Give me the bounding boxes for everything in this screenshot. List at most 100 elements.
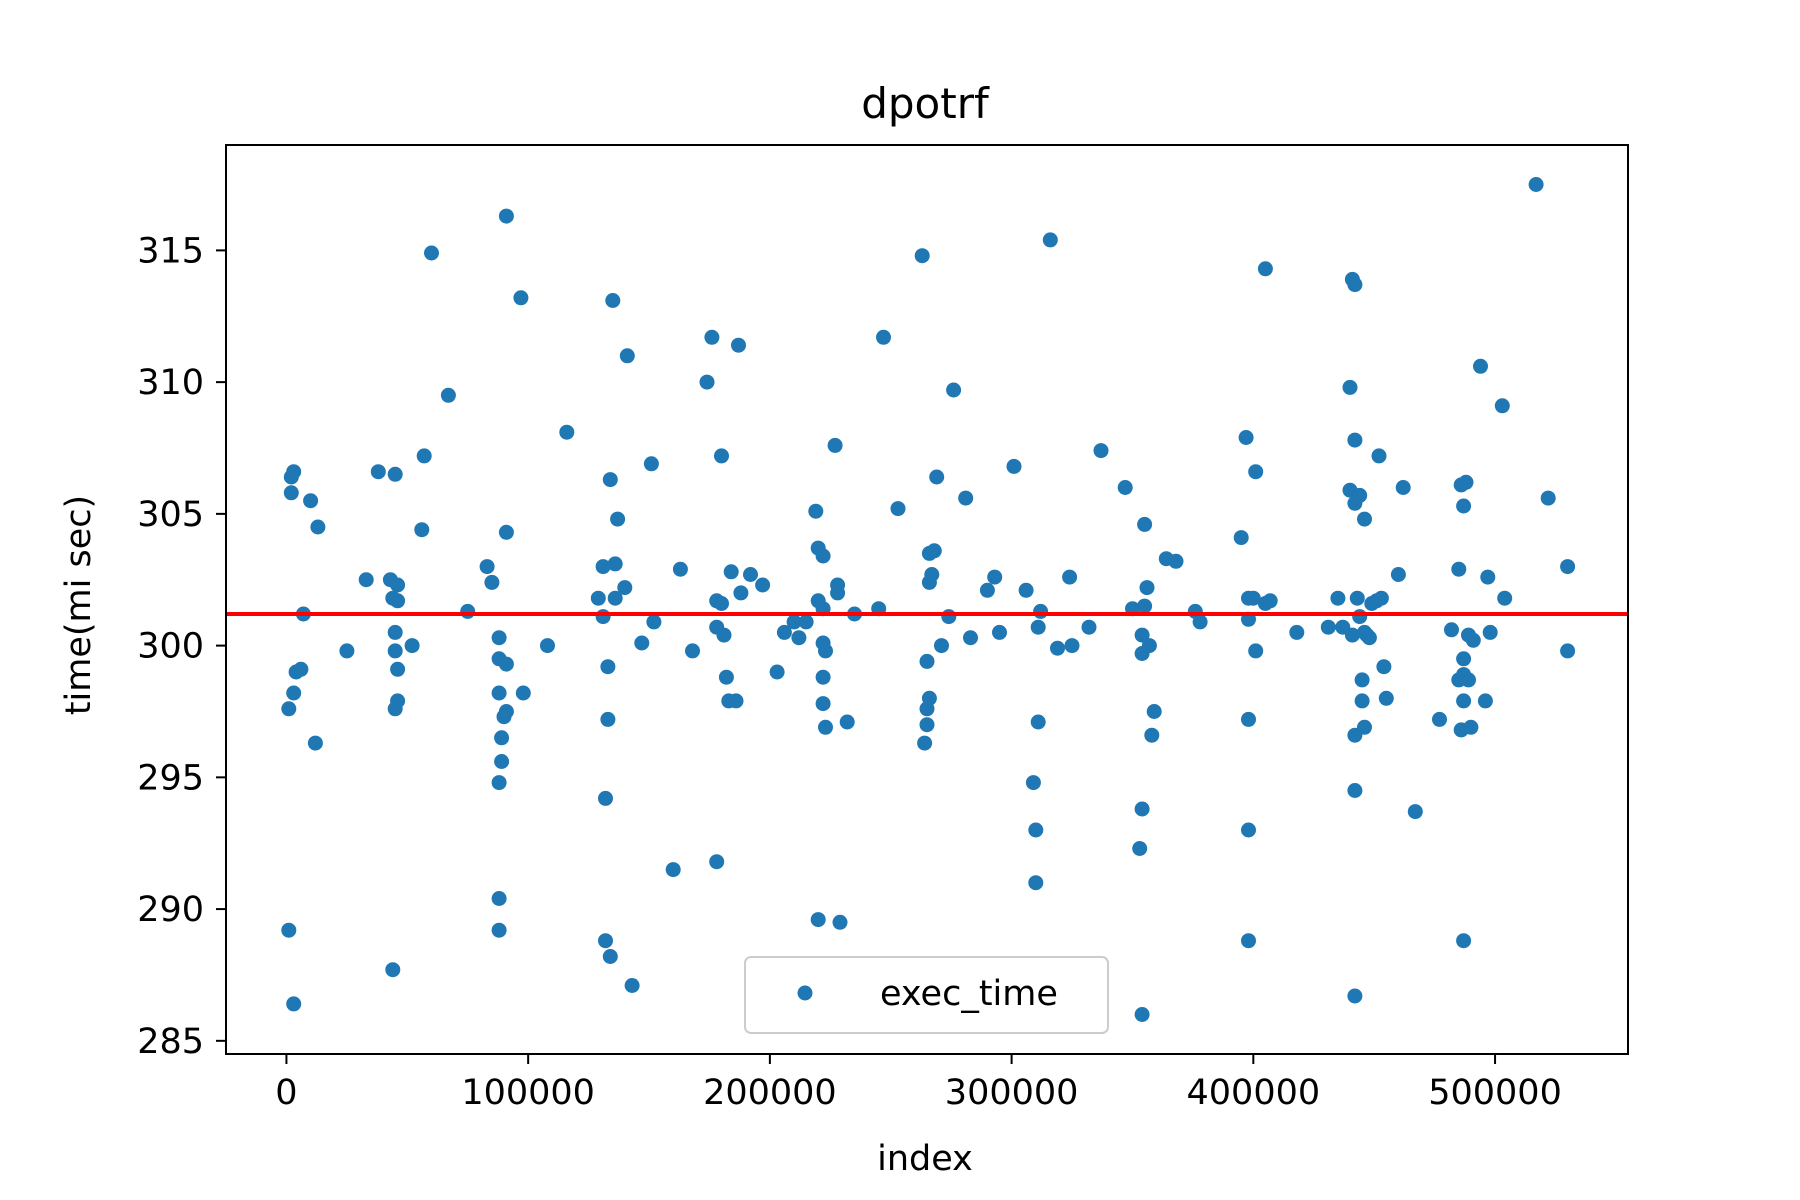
data-point: [387, 643, 403, 659]
data-point: [491, 922, 507, 938]
data-point: [1241, 822, 1256, 838]
data-point: [1141, 638, 1157, 654]
data-point: [390, 661, 406, 677]
data-point: [1473, 358, 1488, 374]
data-point: [963, 630, 978, 646]
data-point: [1134, 627, 1150, 643]
data-point: [1134, 1007, 1150, 1022]
data-point: [704, 329, 720, 345]
data-point: [769, 664, 785, 680]
data-point: [646, 614, 662, 630]
data-point: [1028, 875, 1044, 891]
x-tick-label: 400000: [1187, 1073, 1321, 1113]
data-point: [1444, 622, 1459, 638]
data-point: [1465, 632, 1481, 648]
data-point: [281, 701, 297, 717]
data-point: [1137, 516, 1153, 532]
data-point: [755, 577, 771, 593]
data-point: [1018, 582, 1034, 598]
data-point: [540, 638, 555, 654]
data-point: [513, 290, 529, 306]
data-point: [917, 735, 933, 751]
data-point: [1238, 430, 1254, 445]
data-point: [876, 329, 891, 345]
data-point: [1352, 609, 1368, 625]
data-point: [1497, 590, 1513, 606]
data-point: [617, 580, 633, 596]
data-point: [307, 735, 323, 751]
data-point: [810, 912, 826, 928]
data-point: [303, 493, 319, 509]
data-point: [815, 669, 831, 685]
data-point: [791, 630, 807, 646]
data-point: [1033, 603, 1049, 619]
data-point: [1357, 719, 1372, 735]
data-point: [619, 348, 635, 364]
data-point: [1390, 567, 1406, 582]
data-point: [941, 609, 957, 625]
data-points: [281, 177, 1576, 1022]
data-point: [390, 693, 406, 709]
data-point: [934, 638, 949, 654]
data-point: [1451, 561, 1467, 577]
data-point: [1347, 432, 1363, 448]
data-point: [818, 643, 833, 659]
data-point: [1482, 624, 1498, 640]
data-point: [818, 719, 833, 735]
data-point: [1320, 619, 1336, 635]
data-point: [1248, 464, 1264, 480]
data-point: [716, 627, 732, 643]
data-point: [1456, 498, 1472, 514]
data-point: [832, 914, 848, 930]
data-point: [992, 624, 1007, 640]
data-point: [924, 567, 940, 582]
data-point: [718, 669, 734, 685]
data-point: [723, 564, 739, 580]
data-point: [786, 614, 802, 630]
data-point: [1137, 598, 1153, 614]
data-point: [1347, 277, 1363, 293]
data-point: [339, 643, 355, 659]
data-point: [498, 656, 514, 672]
data-point: [665, 862, 681, 878]
data-point: [946, 382, 962, 398]
data-point: [958, 490, 974, 506]
data-point: [919, 717, 935, 733]
data-point: [1347, 988, 1363, 1004]
data-point: [1030, 619, 1046, 635]
data-point: [714, 596, 729, 611]
data-point: [890, 501, 906, 517]
data-point: [1357, 511, 1372, 527]
x-tick-label: 500000: [1428, 1073, 1562, 1113]
data-point: [1456, 933, 1472, 949]
data-point: [1050, 640, 1065, 656]
data-point: [491, 775, 507, 791]
data-point: [598, 790, 613, 806]
data-point: [1192, 614, 1208, 630]
data-point: [815, 696, 831, 712]
data-point: [1477, 693, 1493, 709]
legend-box: [744, 956, 1109, 1034]
data-point: [286, 685, 302, 701]
data-point: [1262, 593, 1278, 609]
data-point: [440, 387, 456, 403]
data-point: [479, 559, 495, 575]
data-point: [416, 448, 432, 464]
data-point: [830, 577, 846, 593]
data-point: [494, 754, 510, 769]
data-point: [1432, 711, 1447, 727]
data-point: [1458, 474, 1474, 490]
data-point: [1028, 822, 1044, 838]
data-point: [590, 590, 606, 606]
plot-background: [226, 145, 1628, 1054]
data-point: [1241, 711, 1256, 727]
data-point: [624, 978, 640, 993]
data-point: [498, 704, 514, 719]
plot-border: [225, 144, 1629, 1055]
y-tick-label: 285: [137, 1022, 204, 1062]
y-axis: 285 290 295 300 305 310 315: [137, 231, 226, 1062]
data-point: [839, 714, 855, 730]
y-tick-label: 305: [137, 495, 204, 535]
data-point: [595, 559, 611, 575]
